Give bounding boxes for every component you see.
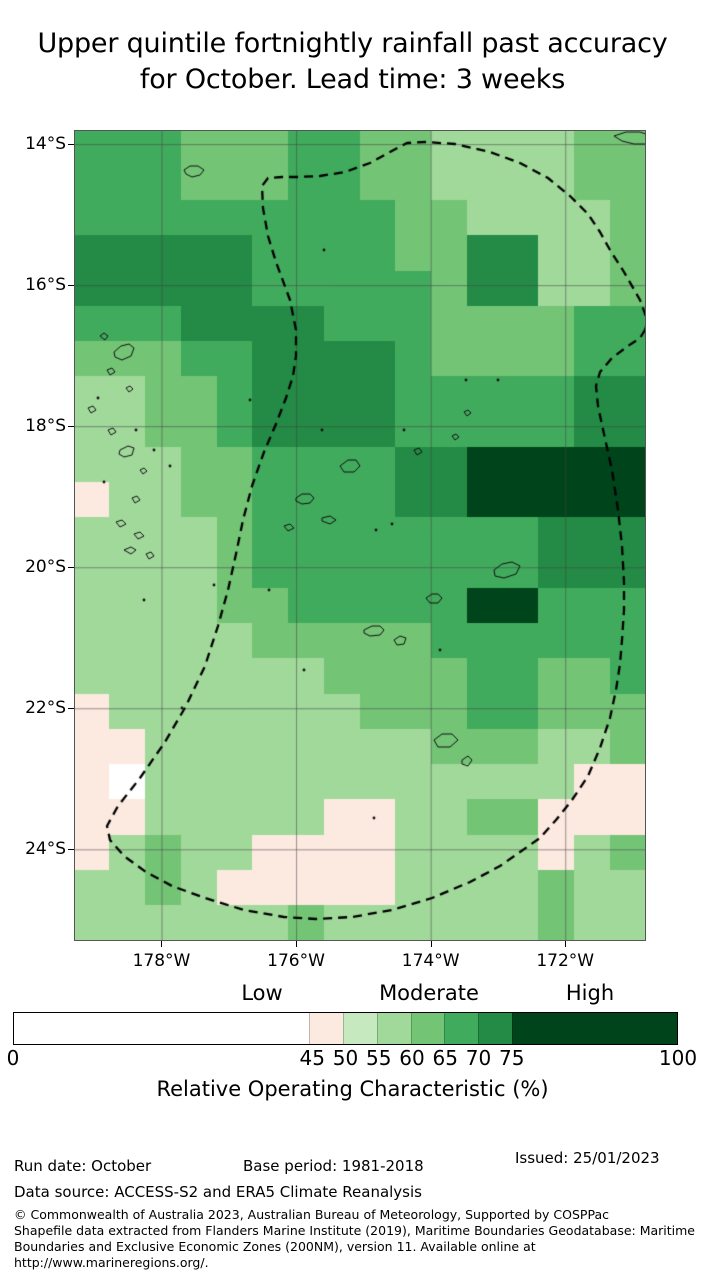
colorbar-tick-label: 0 <box>6 1046 20 1070</box>
colorbar-tick-label: 55 <box>366 1046 392 1070</box>
longitude-tick-mark <box>565 941 567 947</box>
copyright-line-4: http://www.marineregions.org/. <box>14 1255 209 1270</box>
colorbar-tick-label: 45 <box>299 1046 325 1070</box>
copyright-line-1: © Commonwealth of Australia 2023, Austra… <box>14 1207 609 1222</box>
copyright-line-3: Boundaries and Exclusive Economic Zones … <box>14 1239 536 1254</box>
copyright-block: © Commonwealth of Australia 2023, Austra… <box>14 1207 704 1271</box>
colorbar-tick-label: 50 <box>332 1046 359 1070</box>
longitude-tick-label: 178°W <box>132 951 191 971</box>
colorbar-segment <box>478 1013 512 1044</box>
colorbar-tick-label: 75 <box>499 1046 525 1070</box>
latitude-tick-mark <box>68 426 74 428</box>
colorbar-tick-label: 60 <box>399 1046 425 1070</box>
colorbar-segment <box>14 1013 310 1044</box>
longitude-tick-label: 174°W <box>401 951 460 971</box>
issued-date: Issued: 25/01/2023 <box>515 1149 660 1167</box>
data-source: Data source: ACCESS-S2 and ERA5 Climate … <box>14 1183 422 1201</box>
latitude-tick-label: 16°S <box>25 275 66 296</box>
latitude-tick-label: 24°S <box>25 839 66 860</box>
colorbar-segment <box>444 1013 479 1044</box>
colorbar-tick-label: 100 <box>658 1046 698 1070</box>
colorbar-segment <box>309 1013 344 1044</box>
latitude-tick-mark <box>68 285 74 287</box>
title-line-1: Upper quintile fortnightly rainfall past… <box>37 28 668 59</box>
longitude-tick-mark <box>430 941 432 947</box>
copyright-line-2: Shapefile data extracted from Flanders M… <box>14 1223 695 1238</box>
page-title: Upper quintile fortnightly rainfall past… <box>0 26 705 97</box>
latitude-tick-mark <box>68 567 74 569</box>
longitude-tick-mark <box>296 941 298 947</box>
longitude-tick-label: 176°W <box>267 951 325 971</box>
latitude-tick-mark <box>68 708 74 710</box>
base-period: Base period: 1981-2018 <box>243 1157 424 1175</box>
colorbar-axis-title: Relative Operating Characteristic (%) <box>156 1077 549 1101</box>
colorbar-segment <box>512 1013 678 1044</box>
longitude-tick-mark <box>161 941 163 947</box>
longitude-tick-label: 172°W <box>536 951 595 971</box>
colorbar-gradient <box>13 1012 678 1045</box>
colorbar-segment <box>410 1013 445 1044</box>
colorbar-category-high: High <box>565 981 615 1005</box>
latitude-tick-label: 22°S <box>25 698 66 719</box>
colorbar <box>13 1012 678 1045</box>
colorbar-tick-label: 70 <box>465 1046 492 1070</box>
metadata-row: Run date: October Base period: 1981-2018… <box>0 1149 705 1180</box>
heatmap-canvas <box>74 130 646 941</box>
run-date: Run date: October <box>14 1157 152 1175</box>
title-line-2: for October. Lead time: 3 weeks <box>139 63 566 95</box>
colorbar-segment <box>376 1013 411 1044</box>
colorbar-category-moderate: Moderate <box>379 981 479 1005</box>
latitude-tick-mark <box>68 849 74 851</box>
colorbar-category-low: Low <box>241 981 283 1005</box>
latitude-tick-label: 14°S <box>25 134 66 155</box>
colorbar-tick-label: 65 <box>432 1046 458 1070</box>
latitude-tick-mark <box>68 144 74 146</box>
latitude-tick-label: 20°S <box>25 557 66 578</box>
latitude-tick-label: 18°S <box>25 416 66 437</box>
roc-heatmap-map <box>74 130 646 941</box>
colorbar-segment <box>343 1013 377 1044</box>
